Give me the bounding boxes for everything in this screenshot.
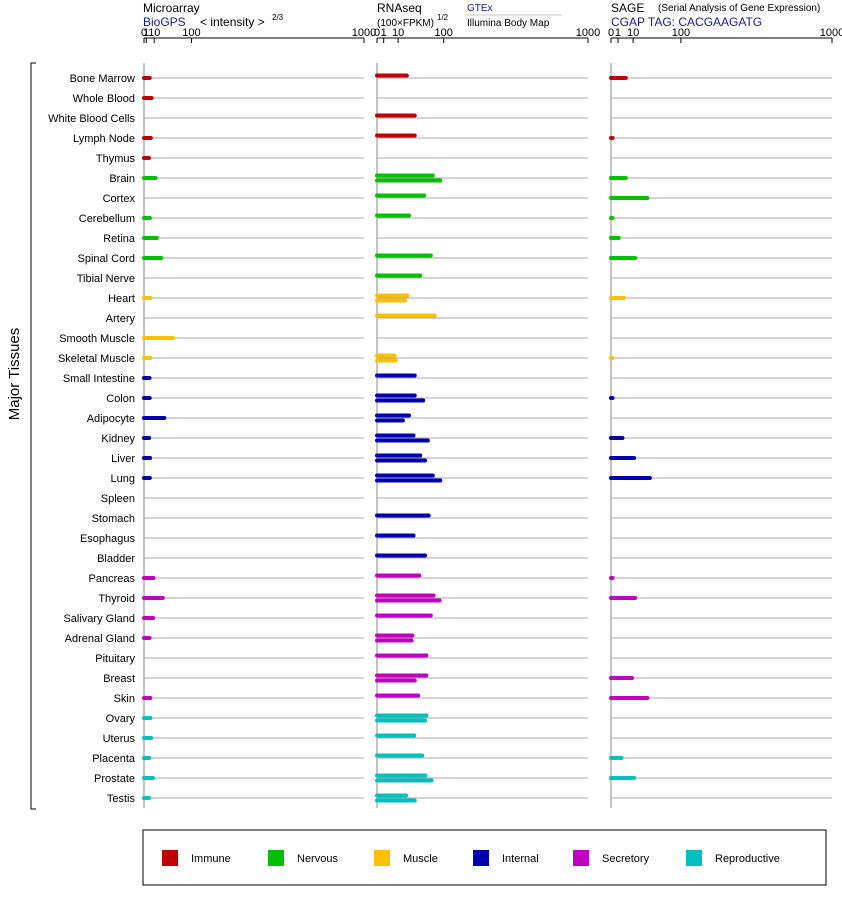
tissue-label: Tibial Nerve: [77, 273, 135, 285]
tissue-label: Lymph Node: [73, 133, 135, 145]
sage-tick-label: 1000: [820, 27, 842, 39]
microarray-scale-label: < intensity >: [200, 15, 265, 29]
legend-item-immune: Immune: [162, 850, 231, 866]
tissue-label: Heart: [108, 293, 135, 305]
microarray-tick-label: 100: [182, 27, 200, 39]
tissue-label: Retina: [103, 233, 136, 245]
tissue-label: Brain: [109, 173, 135, 185]
tissue-labels: Bone Marrow Whole Blood White Blood Cells L…: [48, 73, 136, 805]
rnaseq-title: RNAseq: [377, 1, 422, 15]
tissue-label: Stomach: [92, 513, 135, 525]
sage-tick-label: 100: [672, 27, 690, 39]
legend: Immune Nervous Muscle Internal Secretory Repr…: [162, 850, 780, 866]
tissue-label: Whole Blood: [73, 93, 135, 105]
legend-item-internal: Internal: [473, 850, 539, 866]
legend-swatch: [686, 850, 702, 866]
legend-label: Immune: [191, 853, 231, 865]
tissue-label: Bone Marrow: [70, 73, 135, 85]
tissue-label: Ovary: [106, 713, 136, 725]
microarray-title: Microarray: [143, 1, 200, 15]
legend-label: Reproductive: [715, 853, 780, 865]
rnaseq-tick-label: 100: [435, 27, 453, 39]
tissue-label: Uterus: [103, 733, 136, 745]
legend-swatch: [573, 850, 589, 866]
microarray-header: Microarray BioGPS < intensity > 2/3: [143, 1, 284, 29]
tissue-label: Thyroid: [98, 593, 135, 605]
rnaseq-tick-label: 0: [374, 27, 380, 39]
legend-swatch: [268, 850, 284, 866]
microarray-source-link[interactable]: BioGPS: [143, 15, 186, 29]
tissue-label: Liver: [111, 453, 135, 465]
tissue-label: Breast: [103, 673, 135, 685]
tissue-label: White Blood Cells: [48, 113, 135, 125]
tissue-label: Skeletal Muscle: [58, 353, 135, 365]
sage-description: (Serial Analysis of Gene Expression): [658, 3, 820, 14]
tissue-label: Bladder: [97, 553, 135, 565]
expression-bars: [142, 73, 652, 803]
microarray-tick-label: 10: [148, 27, 160, 39]
tissue-label: Adrenal Gland: [65, 633, 135, 645]
rnaseq-tick-label: 1000: [576, 27, 600, 39]
tissue-label: Salivary Gland: [63, 613, 135, 625]
tissue-label: Spinal Cord: [78, 253, 135, 265]
sage-header: SAGE (Serial Analysis of Gene Expression…: [611, 1, 820, 29]
tissue-label: Spleen: [101, 493, 135, 505]
legend-item-reproductive: Reproductive: [686, 850, 780, 866]
tissue-label: Kidney: [101, 433, 135, 445]
tissue-label: Small Intestine: [63, 373, 135, 385]
tissue-label: Colon: [106, 393, 135, 405]
legend-label: Nervous: [297, 853, 338, 865]
microarray-tick-label: 0: [141, 27, 147, 39]
sage-tick-label: 1: [615, 27, 621, 39]
tissue-bracket: [30, 62, 36, 810]
illumina-source-label: Illumina Body Map: [467, 18, 550, 29]
rnaseq-scale-exponent: 1/2: [437, 13, 449, 22]
tissue-label: Artery: [106, 313, 136, 325]
tissue-label: Skin: [114, 693, 135, 705]
legend-swatch: [374, 850, 390, 866]
tissue-label: Esophagus: [80, 533, 136, 545]
rnaseq-tick-label: 10: [392, 27, 404, 39]
legend-item-secretory: Secretory: [573, 850, 650, 866]
tissue-label: Pancreas: [89, 573, 136, 585]
legend-swatch: [473, 850, 489, 866]
sage-tick-label: 0: [608, 27, 614, 39]
legend-swatch: [162, 850, 178, 866]
rnaseq-header: RNAseq (100×FPKM) 1/2 GTEx Illumina Body…: [377, 1, 562, 29]
legend-label: Secretory: [602, 853, 650, 865]
row-gridlines: [144, 77, 832, 799]
tissue-label: Cerebellum: [79, 213, 135, 225]
tissue-label: Pituitary: [95, 653, 135, 665]
legend-item-muscle: Muscle: [374, 850, 438, 866]
y-axis-title: Major Tissues: [6, 328, 23, 421]
legend-label: Muscle: [403, 853, 438, 865]
microarray-tick-label: 1: [143, 27, 149, 39]
rnaseq-scale-label: (100×FPKM): [377, 18, 434, 29]
tissue-label: Lung: [111, 473, 135, 485]
sage-title: SAGE: [611, 1, 644, 15]
microarray-scale-exponent: 2/3: [272, 13, 284, 22]
tissue-label: Placenta: [92, 753, 136, 765]
legend-item-nervous: Nervous: [268, 850, 338, 866]
rnaseq-tick-label: 1: [381, 27, 387, 39]
tissue-label: Thymus: [96, 153, 136, 165]
sage-tag-link[interactable]: CGAP TAG: CACGAAGATG: [611, 15, 762, 29]
sage-tick-label: 10: [627, 27, 639, 39]
legend-label: Internal: [502, 853, 539, 865]
tissue-label: Smooth Muscle: [59, 333, 135, 345]
tissue-label: Prostate: [94, 773, 135, 785]
microarray-tick-label: 1000: [352, 27, 376, 39]
tissue-label: Adipocyte: [87, 413, 135, 425]
gtex-source-link[interactable]: GTEx: [467, 3, 493, 14]
tissue-label: Testis: [107, 793, 136, 805]
tissue-label: Cortex: [103, 193, 136, 205]
